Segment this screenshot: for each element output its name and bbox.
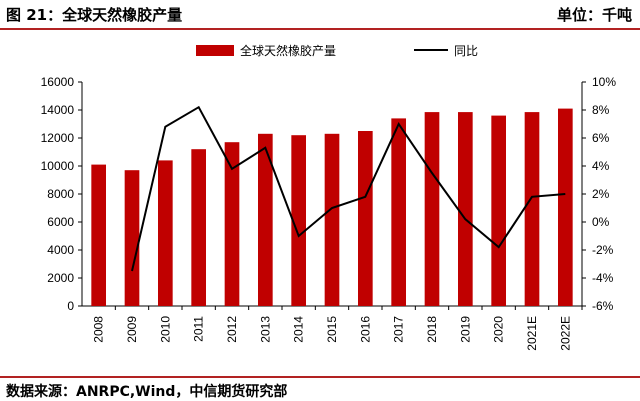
- left-tick-label: 10000: [41, 159, 75, 173]
- right-tick-label: 8%: [592, 103, 610, 117]
- bar: [491, 115, 506, 306]
- bar: [258, 133, 273, 306]
- x-tick-label: 2015: [325, 316, 339, 343]
- right-tick-label: 10%: [592, 75, 616, 89]
- left-tick-label: 16000: [41, 75, 75, 89]
- bar: [358, 131, 373, 306]
- x-tick-label: 2021E: [525, 316, 539, 351]
- bar: [291, 135, 306, 306]
- x-tick-label: 2010: [158, 316, 172, 343]
- bar: [91, 164, 106, 306]
- right-tick-label: -2%: [592, 243, 614, 257]
- left-tick-label: 8000: [47, 187, 74, 201]
- right-tick-label: 0%: [592, 215, 610, 229]
- left-tick-label: 0: [67, 299, 74, 313]
- left-tick-label: 4000: [47, 243, 74, 257]
- legend-line-label: 同比: [454, 44, 478, 58]
- figure-title: 图 21：全球天然橡胶产量: [6, 6, 183, 24]
- x-tick-label: 2008: [92, 316, 106, 343]
- x-tick-label: 2012: [225, 316, 239, 343]
- legend-bar-swatch: [196, 45, 234, 56]
- right-tick-label: 6%: [592, 131, 610, 145]
- x-tick-label: 2013: [258, 316, 272, 343]
- bar: [324, 133, 340, 306]
- left-tick-label: 2000: [47, 271, 74, 285]
- bar: [424, 112, 440, 306]
- bar: [524, 112, 540, 306]
- data-source: 数据来源：ANRPC,Wind，中信期货研究部: [6, 384, 288, 400]
- right-tick-label: 2%: [592, 187, 610, 201]
- bottom-rule: [0, 376, 640, 378]
- bar: [191, 149, 206, 306]
- x-tick-label: 2019: [458, 316, 472, 343]
- legend-bar-label: 全球天然橡胶产量: [240, 43, 336, 58]
- header: 图 21：全球天然橡胶产量 单位：千吨: [0, 0, 640, 28]
- production-chart: 0 2000 4000 6000 8000 10000 12000 14000 16000 -6%…: [41, 43, 617, 351]
- x-tick-label: 2014: [292, 316, 306, 343]
- left-tick-label: 6000: [47, 215, 74, 229]
- bar: [458, 112, 473, 306]
- x-tick-label: 2009: [125, 316, 139, 343]
- bar: [224, 142, 240, 306]
- x-tick-label: 2017: [392, 316, 406, 343]
- top-rule: [0, 28, 640, 30]
- left-tick-label: 14000: [41, 103, 75, 117]
- x-tick-label: 2016: [358, 316, 372, 343]
- right-tick-label: 4%: [592, 159, 610, 173]
- x-tick-label: 2018: [425, 316, 439, 343]
- bar: [558, 108, 573, 306]
- bar: [158, 160, 173, 306]
- bar: [391, 118, 406, 307]
- bar: [124, 170, 140, 306]
- x-tick-label: 2022E: [558, 316, 572, 351]
- unit-label: 单位：千吨: [556, 6, 632, 24]
- x-tick-label: 2011: [192, 316, 206, 342]
- right-tick-label: -4%: [592, 271, 614, 285]
- yoy-line: [131, 105, 566, 272]
- right-tick-label: -6%: [592, 299, 614, 313]
- x-tick-label: 2020: [492, 316, 506, 343]
- left-tick-label: 12000: [41, 131, 75, 145]
